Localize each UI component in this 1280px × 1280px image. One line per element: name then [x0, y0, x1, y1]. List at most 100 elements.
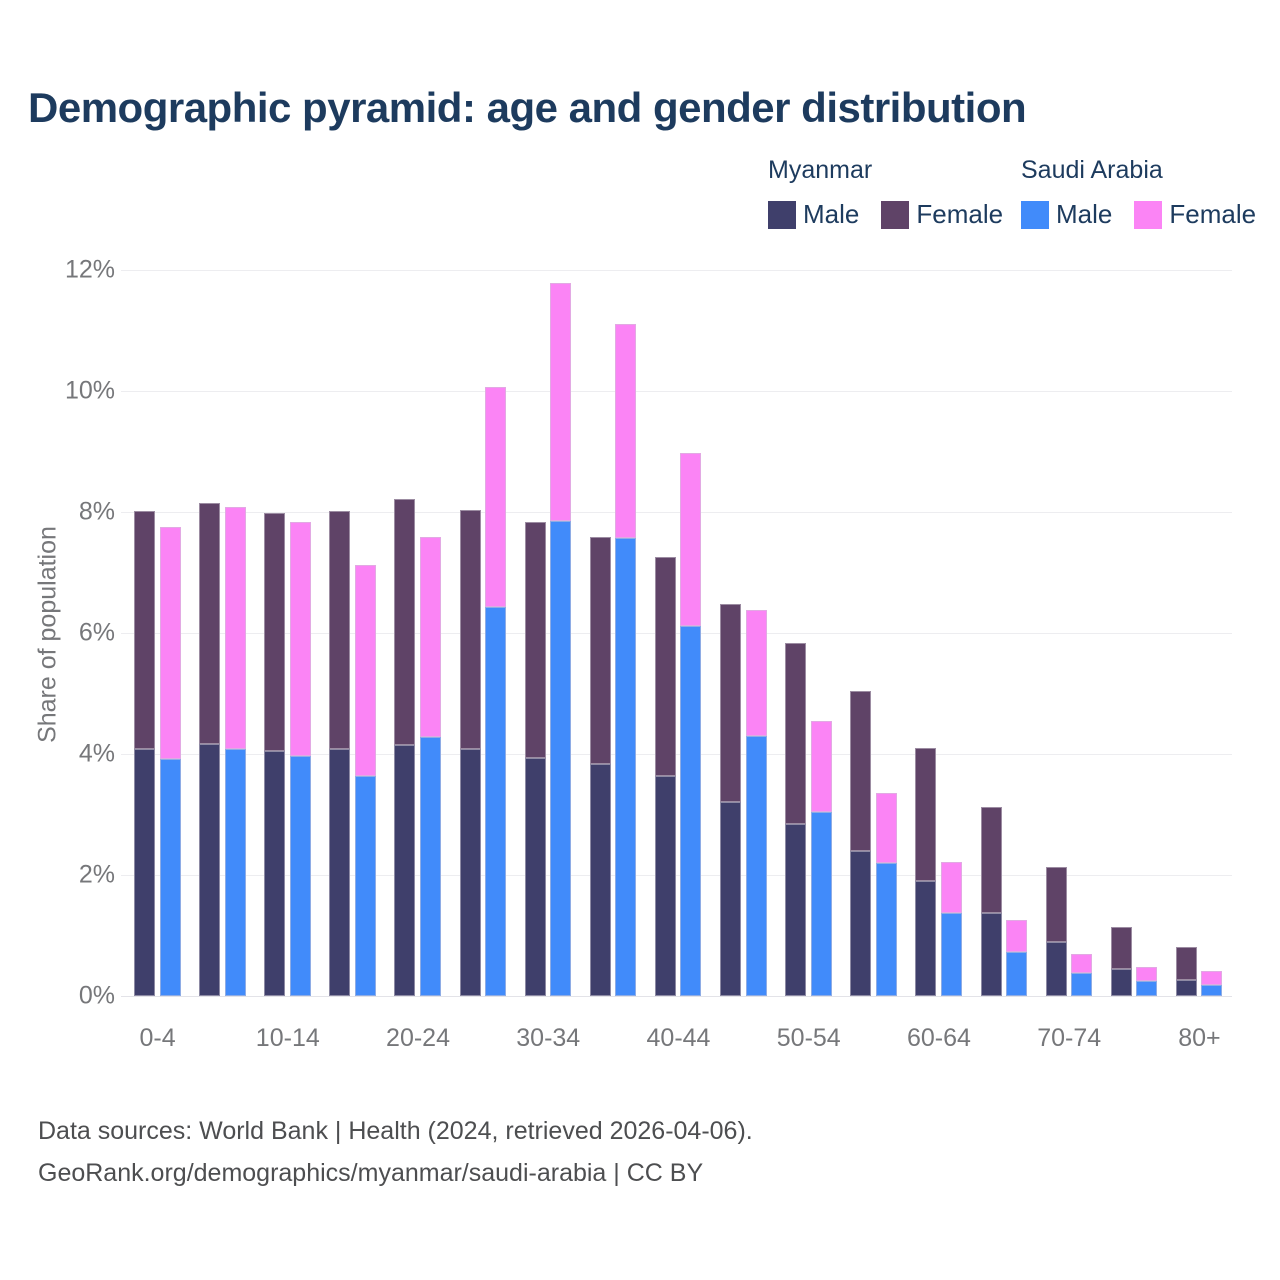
bar-segment-myanmar-female: [654, 557, 676, 777]
bar-segment-saudi-arabia-male: [550, 521, 572, 996]
bar-segment-saudi-arabia-male: [875, 862, 897, 996]
bar-segment-myanmar-male: [1175, 979, 1197, 996]
bar-segment-myanmar-male: [199, 743, 221, 996]
bar-segment-myanmar-male: [524, 757, 546, 996]
bar-segment-myanmar-female: [329, 510, 351, 750]
bar-segment-myanmar-female: [394, 499, 416, 745]
bar-segment-saudi-arabia-female: [1071, 953, 1093, 973]
bar-segment-saudi-arabia-male: [680, 626, 702, 996]
gridline: [121, 996, 1232, 997]
bar-segment-myanmar-male: [264, 750, 286, 996]
bar-segment-myanmar-male: [654, 776, 676, 996]
bar-segment-myanmar-female: [980, 806, 1002, 913]
bar-segment-saudi-arabia-male: [289, 755, 311, 996]
bar-segment-myanmar-male: [785, 824, 807, 996]
bar-segment-myanmar-male: [915, 881, 937, 996]
legend-item-label: Male: [803, 199, 860, 229]
bar-segment-saudi-arabia-female: [875, 792, 897, 863]
bar-segment-saudi-arabia-female: [1006, 919, 1028, 953]
bar-segment-myanmar-female: [264, 513, 286, 751]
bar-segment-myanmar-male: [394, 744, 416, 996]
bar-segment-saudi-arabia-female: [419, 537, 441, 738]
x-tick-label: 60-64: [906, 1024, 971, 1052]
bar-segment-saudi-arabia-female: [680, 452, 702, 627]
bar-segment-saudi-arabia-male: [745, 736, 767, 996]
legend-group-title: Saudi Arabia: [1021, 156, 1163, 184]
gridline: [121, 512, 1232, 513]
saudi-male-swatch: [1021, 200, 1049, 229]
legend-row: Male Female: [768, 199, 1003, 230]
y-tick-label: 12%: [64, 255, 115, 284]
x-tick-label: 10-14: [255, 1024, 320, 1052]
gridline: [121, 391, 1232, 392]
bar-segment-myanmar-female: [850, 691, 872, 851]
bar-segment-saudi-arabia-female: [940, 861, 962, 913]
bar-segment-saudi-arabia-male: [615, 538, 637, 996]
bar-segment-saudi-arabia-male: [485, 606, 507, 996]
bar-segment-saudi-arabia-male: [1201, 985, 1223, 996]
bar-segment-myanmar-female: [785, 643, 807, 825]
legend-group-title: Myanmar: [768, 156, 873, 184]
footer: Data sources: World Bank | Health (2024,…: [38, 1110, 753, 1194]
bar-segment-myanmar-male: [134, 748, 155, 996]
legend-item-myanmar-male: Male: [768, 199, 859, 230]
bar-segment-saudi-arabia-female: [485, 386, 507, 607]
myanmar-female-swatch: [881, 200, 910, 229]
legend-group-myanmar: Myanmar Male Female: [768, 156, 1003, 230]
bar-segment-myanmar-male: [329, 749, 351, 996]
bar-segment-saudi-arabia-female: [745, 610, 767, 737]
y-tick-label: 8%: [78, 497, 115, 526]
bar-segment-myanmar-male: [980, 912, 1002, 996]
bar-segment-myanmar-female: [134, 510, 155, 749]
gridline: [121, 270, 1232, 271]
x-tick-label: 20-24: [386, 1024, 450, 1052]
gridline: [121, 875, 1232, 876]
legend-item-myanmar-female: Female: [881, 199, 1003, 230]
x-tick-label: 30-34: [516, 1024, 581, 1052]
x-tick-label: 40-44: [646, 1024, 711, 1052]
bar-segment-saudi-arabia-male: [1071, 973, 1093, 996]
x-tick-label: 80+: [1178, 1024, 1221, 1052]
bar-segment-saudi-arabia-male: [354, 776, 376, 996]
legend-row: Male Female: [1021, 199, 1256, 230]
bar-segment-saudi-arabia-female: [289, 522, 311, 756]
bar-segment-saudi-arabia-female: [550, 283, 572, 522]
bar-segment-myanmar-male: [589, 764, 611, 996]
bar-segment-saudi-arabia-female: [354, 565, 376, 777]
bar-segment-saudi-arabia-female: [224, 507, 246, 750]
legend-item-saudi-female: Female: [1134, 199, 1256, 230]
bar-segment-saudi-arabia-female: [1136, 966, 1158, 982]
myanmar-male-swatch: [768, 200, 796, 229]
x-tick-label: 50-54: [776, 1024, 841, 1052]
data-source-text: Data sources: World Bank | Health (2024,…: [38, 1117, 753, 1145]
bar-segment-saudi-arabia-male: [419, 737, 441, 996]
bar-segment-saudi-arabia-female: [159, 527, 181, 759]
y-tick-label: 2%: [78, 860, 115, 889]
gridline: [121, 754, 1232, 755]
bar-segment-myanmar-female: [1110, 927, 1132, 970]
y-tick-label: 10%: [64, 376, 115, 405]
bar-segment-myanmar-female: [720, 603, 742, 802]
bar-segment-myanmar-male: [1045, 941, 1067, 996]
x-tick-label: 70-74: [1037, 1024, 1102, 1052]
legend-group-saudi-arabia: Saudi Arabia Male Female: [1021, 156, 1256, 230]
bar-segment-myanmar-male: [1110, 969, 1132, 996]
y-tick-label: 6%: [78, 618, 115, 647]
legend-item-label: Female: [916, 199, 1004, 229]
bar-segment-saudi-arabia-male: [1006, 952, 1028, 996]
legend-item-label: Female: [1169, 199, 1257, 229]
bar-segment-saudi-arabia-male: [224, 749, 246, 996]
bar-segment-myanmar-female: [459, 509, 481, 749]
page-title: Demographic pyramid: age and gender dist…: [28, 84, 1027, 131]
y-tick-label: 4%: [78, 739, 115, 768]
bar-segment-myanmar-male: [459, 748, 481, 996]
bar-segment-saudi-arabia-male: [810, 812, 832, 996]
y-tick-label: 0%: [78, 981, 115, 1010]
bar-segment-myanmar-female: [199, 502, 221, 744]
legend-item-saudi-male: Male: [1021, 199, 1112, 230]
bar-segment-myanmar-male: [720, 801, 742, 996]
bar-segment-myanmar-female: [1175, 946, 1197, 980]
x-tick-label: 0-4: [139, 1024, 176, 1052]
bar-segment-saudi-arabia-female: [1201, 970, 1223, 986]
